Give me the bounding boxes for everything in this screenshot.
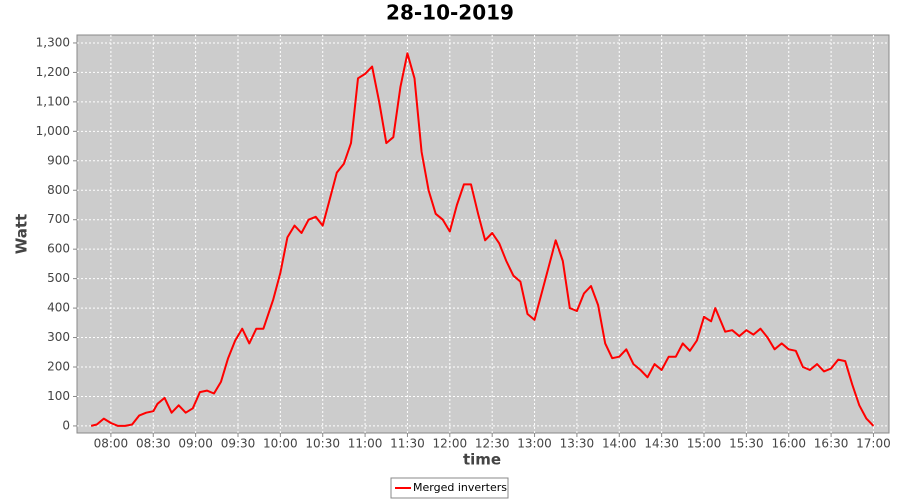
y-tick-label: 1,200 <box>36 65 70 79</box>
x-tick-label: 13:30 <box>560 437 595 451</box>
x-tick-label: 12:00 <box>433 437 468 451</box>
y-tick-label: 1,100 <box>36 94 70 108</box>
y-tick-label: 500 <box>47 271 70 285</box>
x-tick-label: 09:00 <box>178 437 213 451</box>
y-tick-label: 800 <box>47 183 70 197</box>
x-tick-label: 11:00 <box>348 437 383 451</box>
x-tick-label: 16:00 <box>771 437 806 451</box>
x-tick-label: 17:00 <box>856 437 891 451</box>
y-tick-label: 400 <box>47 301 70 315</box>
x-tick-label: 08:00 <box>94 437 129 451</box>
chart-title: 28-10-2019 <box>386 1 514 25</box>
x-tick-label: 09:30 <box>221 437 256 451</box>
x-tick-label: 13:00 <box>517 437 552 451</box>
y-tick-label: 1,000 <box>36 124 70 138</box>
y-axis-label: Watt <box>13 214 31 254</box>
y-tick-label: 900 <box>47 153 70 167</box>
legend-label: Merged inverters <box>413 481 507 494</box>
y-tick-label: 600 <box>47 242 70 256</box>
x-tick-label: 10:00 <box>263 437 298 451</box>
y-tick-label: 200 <box>47 360 70 374</box>
x-tick-label: 15:30 <box>729 437 764 451</box>
y-tick-label: 700 <box>47 212 70 226</box>
x-tick-label: 12:30 <box>475 437 510 451</box>
x-tick-label: 16:30 <box>814 437 849 451</box>
y-tick-label: 100 <box>47 389 70 403</box>
y-tick-label: 1,300 <box>36 35 70 49</box>
x-tick-label: 14:00 <box>602 437 637 451</box>
y-tick-label: 300 <box>47 330 70 344</box>
x-tick-label: 10:30 <box>305 437 340 451</box>
x-tick-label: 15:00 <box>687 437 722 451</box>
data-line <box>90 52 875 427</box>
y-tick-label: 0 <box>62 418 70 432</box>
x-tick-label: 14:30 <box>644 437 679 451</box>
legend <box>390 477 509 499</box>
x-tick-label: 08:30 <box>136 437 171 451</box>
x-tick-label: 11:30 <box>390 437 425 451</box>
x-axis-label: time <box>463 451 501 469</box>
